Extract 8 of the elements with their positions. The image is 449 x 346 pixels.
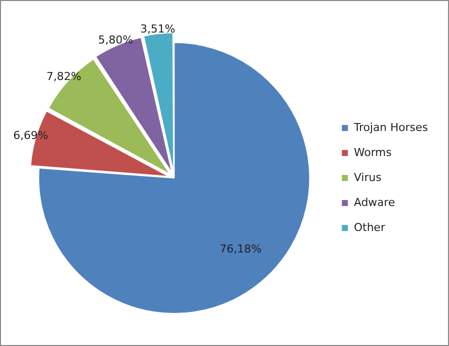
data-label: 76,18% [220,242,262,256]
data-label: 5,80% [98,33,134,46]
legend-label: Other [354,220,386,234]
legend-label: Adware [354,196,396,209]
data-label: 3,51% [140,22,176,36]
legend-label: Virus [354,170,382,184]
legend-label: Worms [354,146,392,159]
legend-label: Trojan Horses [352,120,428,134]
